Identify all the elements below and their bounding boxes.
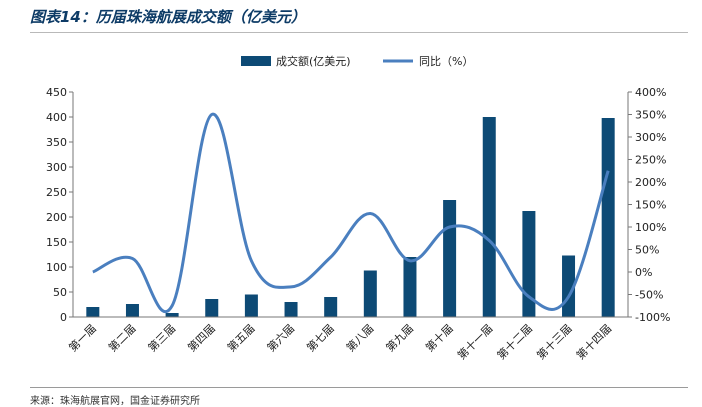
- right-tick-label: 100%: [635, 221, 666, 234]
- right-tick-label: 200%: [635, 176, 666, 189]
- x-tick-label: 第一届: [66, 321, 99, 354]
- right-axis: -100% -50% 0% 50% 100% 150% 200% 250% 300% 350% 40…: [628, 86, 670, 324]
- bar-8: [364, 271, 377, 318]
- bar-6: [285, 302, 298, 317]
- left-tick-label: 150: [46, 236, 67, 249]
- right-tick-label: -50%: [635, 289, 663, 302]
- left-tick-label: 100: [46, 261, 67, 274]
- right-tick-label: -100%: [635, 311, 670, 324]
- bar-2: [126, 304, 139, 317]
- left-tick-label: 400: [46, 111, 67, 124]
- x-tick-label: 第八届: [343, 321, 376, 354]
- x-tick-label: 第二届: [105, 321, 138, 354]
- bar-series: [86, 117, 614, 317]
- x-tick-label: 第十届: [422, 321, 455, 354]
- left-tick-label: 0: [60, 311, 67, 324]
- left-axis: 0 50 100 150 200 250 300 350 400 450: [46, 86, 73, 324]
- bar-14: [602, 118, 615, 317]
- right-tick-label: 300%: [635, 131, 666, 144]
- bar-1: [86, 307, 99, 317]
- x-tick-label: 第九届: [383, 321, 416, 354]
- x-tick-label: 第四届: [185, 321, 218, 354]
- left-tick-label: 50: [53, 286, 67, 299]
- legend-bar-swatch: [241, 56, 271, 66]
- x-tick-label: 第十四届: [573, 321, 614, 362]
- left-tick-label: 300: [46, 161, 67, 174]
- legend: 成交额(亿美元) 同比（%）: [241, 54, 473, 68]
- right-tick-label: 0%: [635, 266, 652, 279]
- x-tick-label: 第六届: [264, 321, 297, 354]
- source-note: 来源：珠海航展官网，国金证券研究所: [30, 392, 200, 407]
- right-tick-label: 150%: [635, 199, 666, 212]
- x-tick-label: 第十二届: [494, 321, 535, 362]
- left-tick-label: 200: [46, 211, 67, 224]
- x-tick-label: 第五届: [224, 321, 257, 354]
- x-tick-label: 第七届: [304, 321, 337, 354]
- x-axis: 第一届第二届第三届第四届第五届第六届第七届第八届第九届第十届第十一届第十二届第十…: [66, 317, 628, 362]
- bar-3: [166, 313, 179, 317]
- bar-10: [443, 200, 456, 317]
- x-tick-label: 第三届: [145, 321, 178, 354]
- x-tick-label: 第十一届: [454, 321, 495, 362]
- right-tick-label: 350%: [635, 109, 666, 122]
- legend-bar-label: 成交额(亿美元): [276, 54, 351, 68]
- right-tick-label: 250%: [635, 154, 666, 167]
- bar-5: [245, 295, 258, 318]
- x-tick-label: 第十三届: [534, 321, 575, 362]
- right-tick-label: 50%: [635, 244, 659, 257]
- bar-4: [205, 299, 218, 317]
- bar-9: [403, 257, 416, 317]
- right-tick-label: 400%: [635, 86, 666, 99]
- bottom-divider: [30, 387, 688, 388]
- left-tick-label: 250: [46, 186, 67, 199]
- legend-line-label: 同比（%）: [419, 55, 473, 68]
- combo-chart: 成交额(亿美元) 同比（%） 0 50 100 150 200 250 300 350 400 45…: [0, 0, 702, 390]
- left-tick-label: 450: [46, 86, 67, 99]
- bar-7: [324, 297, 337, 317]
- bar-11: [483, 117, 496, 317]
- left-tick-label: 350: [46, 136, 67, 149]
